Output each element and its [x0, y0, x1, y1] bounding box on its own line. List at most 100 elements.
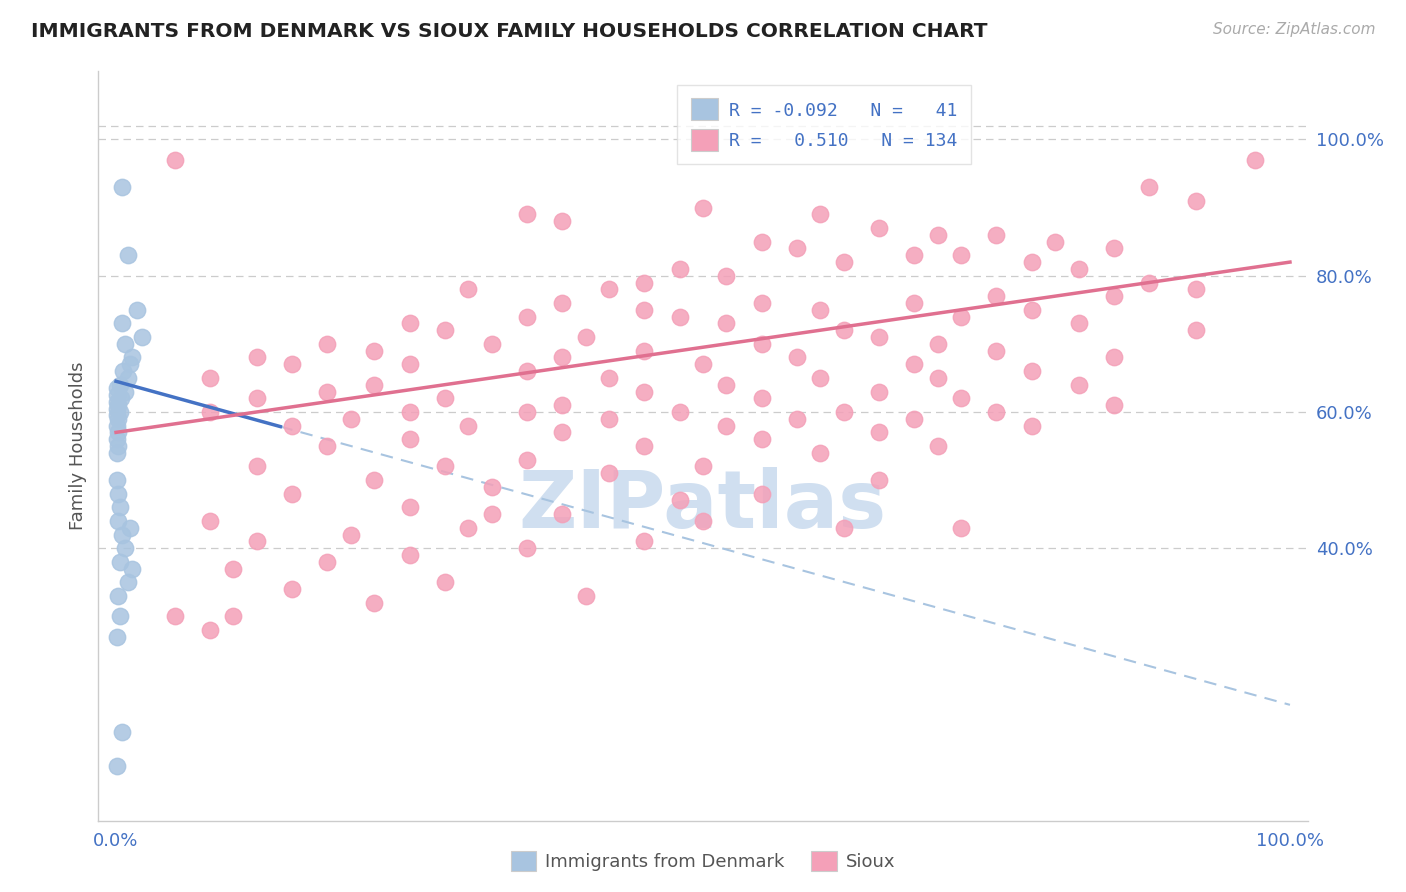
Point — [633, 343, 655, 358]
Point — [433, 323, 456, 337]
Point — [986, 289, 1008, 303]
Point — [114, 384, 136, 399]
Point — [107, 486, 129, 500]
Point — [457, 521, 479, 535]
Point — [222, 561, 245, 575]
Point — [1137, 180, 1160, 194]
Point — [751, 296, 773, 310]
Point — [598, 467, 620, 481]
Point — [927, 336, 949, 351]
Point — [575, 589, 598, 603]
Point — [551, 398, 574, 412]
Point — [903, 411, 925, 425]
Text: Source: ZipAtlas.com: Source: ZipAtlas.com — [1212, 22, 1375, 37]
Point — [551, 425, 574, 440]
Point — [1137, 276, 1160, 290]
Point — [1021, 255, 1043, 269]
Point — [551, 507, 574, 521]
Point — [551, 351, 574, 365]
Point — [222, 609, 245, 624]
Point — [246, 459, 269, 474]
Point — [398, 548, 420, 562]
Point — [108, 609, 131, 624]
Point — [868, 425, 890, 440]
Point — [808, 371, 831, 385]
Point — [633, 534, 655, 549]
Point — [575, 330, 598, 344]
Point — [751, 235, 773, 249]
Point — [105, 759, 128, 773]
Point — [598, 371, 620, 385]
Point — [121, 351, 143, 365]
Point — [950, 310, 973, 324]
Point — [107, 439, 129, 453]
Point — [903, 248, 925, 262]
Point — [832, 323, 855, 337]
Point — [751, 486, 773, 500]
Point — [551, 214, 574, 228]
Point — [808, 207, 831, 221]
Point — [105, 418, 128, 433]
Point — [105, 401, 128, 416]
Point — [832, 405, 855, 419]
Point — [516, 452, 538, 467]
Point — [110, 392, 132, 406]
Point — [516, 310, 538, 324]
Point — [986, 227, 1008, 242]
Point — [108, 405, 131, 419]
Point — [1102, 289, 1125, 303]
Point — [112, 364, 135, 378]
Point — [1102, 242, 1125, 256]
Point — [786, 411, 808, 425]
Point — [950, 521, 973, 535]
Point — [117, 371, 139, 385]
Point — [281, 357, 304, 371]
Point — [105, 473, 128, 487]
Point — [786, 242, 808, 256]
Point — [281, 486, 304, 500]
Point — [105, 409, 128, 423]
Point — [1067, 317, 1090, 331]
Point — [121, 561, 143, 575]
Point — [692, 459, 714, 474]
Point — [516, 541, 538, 556]
Point — [111, 317, 134, 331]
Point — [516, 207, 538, 221]
Point — [105, 630, 128, 644]
Point — [246, 534, 269, 549]
Point — [111, 180, 134, 194]
Point — [1243, 153, 1265, 167]
Point — [1067, 377, 1090, 392]
Point — [398, 500, 420, 515]
Point — [716, 268, 738, 283]
Point — [927, 227, 949, 242]
Point — [786, 351, 808, 365]
Point — [281, 582, 304, 596]
Point — [114, 336, 136, 351]
Point — [927, 439, 949, 453]
Point — [1102, 351, 1125, 365]
Point — [751, 392, 773, 406]
Point — [986, 405, 1008, 419]
Point — [108, 377, 131, 392]
Point — [927, 371, 949, 385]
Point — [633, 302, 655, 317]
Point — [281, 418, 304, 433]
Point — [716, 317, 738, 331]
Point — [105, 446, 128, 460]
Point — [1185, 323, 1208, 337]
Point — [716, 418, 738, 433]
Point — [114, 541, 136, 556]
Point — [120, 521, 142, 535]
Point — [111, 527, 134, 541]
Point — [903, 296, 925, 310]
Point — [316, 439, 339, 453]
Point — [107, 514, 129, 528]
Point — [457, 282, 479, 296]
Point — [1021, 302, 1043, 317]
Text: ZIPatlas: ZIPatlas — [519, 467, 887, 545]
Point — [117, 575, 139, 590]
Point — [986, 343, 1008, 358]
Point — [692, 514, 714, 528]
Point — [1102, 398, 1125, 412]
